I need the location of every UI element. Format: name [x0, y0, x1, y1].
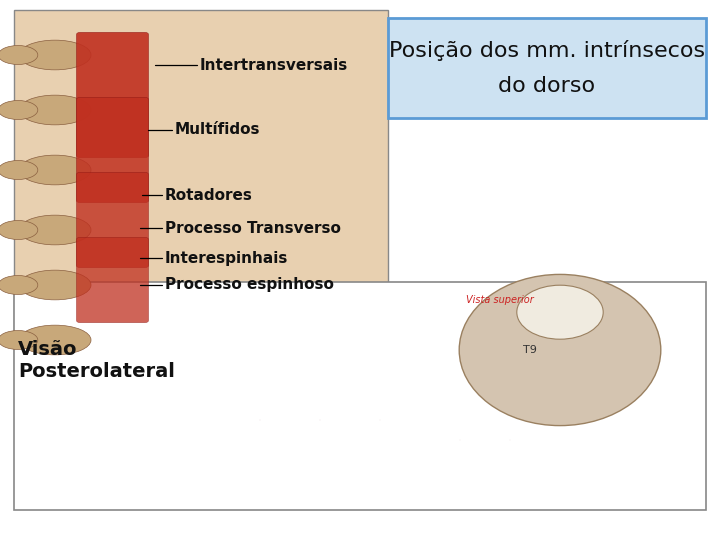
Ellipse shape [0, 45, 37, 64]
Text: do dorso: do dorso [498, 76, 595, 96]
Ellipse shape [0, 100, 37, 119]
Bar [14, 282, 706, 510]
Text: Visão
Posterolateral: Visão Posterolateral [18, 340, 175, 381]
Text: Rotadores: Rotadores [165, 187, 253, 202]
FancyBboxPatch shape [76, 32, 148, 158]
FancyBboxPatch shape [76, 97, 148, 202]
Ellipse shape [19, 40, 91, 70]
Ellipse shape [19, 95, 91, 125]
Text: Processo Transverso: Processo Transverso [165, 220, 341, 235]
Ellipse shape [19, 215, 91, 245]
Ellipse shape [19, 270, 91, 300]
Text: Intertransversais: Intertransversais [200, 57, 348, 72]
Ellipse shape [0, 275, 37, 294]
Ellipse shape [19, 155, 91, 185]
Text: Multífidos: Multífidos [175, 123, 261, 138]
Text: Vista superior: Vista superior [466, 295, 534, 305]
Ellipse shape [0, 220, 37, 239]
Text: Interespinhais: Interespinhais [165, 251, 289, 266]
Text: Posição dos mm. intrínsecos: Posição dos mm. intrínsecos [389, 39, 705, 60]
Text: Processo espinhoso: Processo espinhoso [165, 278, 334, 293]
Bar [388, 18, 706, 118]
Text: T9: T9 [523, 345, 537, 355]
Ellipse shape [19, 325, 91, 355]
FancyBboxPatch shape [76, 172, 148, 268]
Ellipse shape [459, 274, 661, 426]
Ellipse shape [517, 285, 603, 339]
Ellipse shape [0, 160, 37, 179]
Bar [14, 10, 388, 370]
Ellipse shape [0, 330, 37, 349]
FancyBboxPatch shape [76, 237, 148, 323]
